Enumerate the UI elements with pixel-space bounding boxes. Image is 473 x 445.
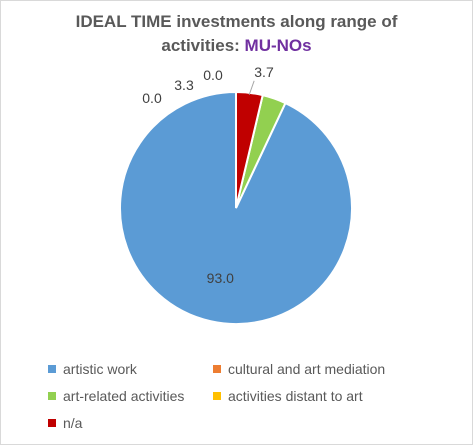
legend-label-artistic-work: artistic work bbox=[63, 361, 137, 377]
chart-title-line-1: IDEAL TIME investments along range of bbox=[75, 12, 398, 31]
legend-item-n-a: n/a bbox=[48, 414, 82, 432]
legend-swatch-art-related-activities bbox=[48, 392, 56, 400]
legend-swatch-artistic-work bbox=[48, 365, 56, 373]
legend: artistic work cultural and art mediation… bbox=[0, 356, 473, 436]
legend-item-cultural-art-mediation: cultural and art mediation bbox=[213, 360, 385, 378]
data-label-artistic-work: 93.0 bbox=[207, 270, 234, 286]
legend-swatch-cultural-art-mediation bbox=[213, 365, 221, 373]
data-label-activities-distant-to-art: 0.0 bbox=[203, 67, 223, 83]
legend-label-cultural-art-mediation: cultural and art mediation bbox=[228, 361, 386, 377]
legend-label-activities-distant-to-art: activities distant to art bbox=[228, 388, 363, 404]
legend-swatch-n-a bbox=[48, 419, 56, 427]
data-label-cultural-and-art-mediation: 0.0 bbox=[142, 90, 162, 106]
legend-item-art-related-activities: art-related activities bbox=[48, 387, 184, 405]
chart-title-accent: MU-NOs bbox=[244, 36, 312, 55]
leader-line-n-a bbox=[248, 80, 255, 95]
chart-title-line-2: activities: MU-NOs bbox=[0, 34, 473, 58]
legend-item-activities-distant-to-art: activities distant to art bbox=[213, 387, 363, 405]
legend-label-n-a: n/a bbox=[63, 415, 83, 431]
legend-swatch-activities-distant-to-art bbox=[213, 392, 221, 400]
legend-label-art-related-activities: art-related activities bbox=[63, 388, 185, 404]
data-label-n-a: 3.7 bbox=[254, 64, 274, 80]
chart-title-prefix: activities: bbox=[161, 36, 245, 55]
legend-item-artistic-work: artistic work bbox=[48, 360, 137, 378]
data-label-art-related-activities: 3.3 bbox=[174, 77, 194, 93]
chart-title: IDEAL TIME investments along range of ac… bbox=[0, 10, 473, 58]
